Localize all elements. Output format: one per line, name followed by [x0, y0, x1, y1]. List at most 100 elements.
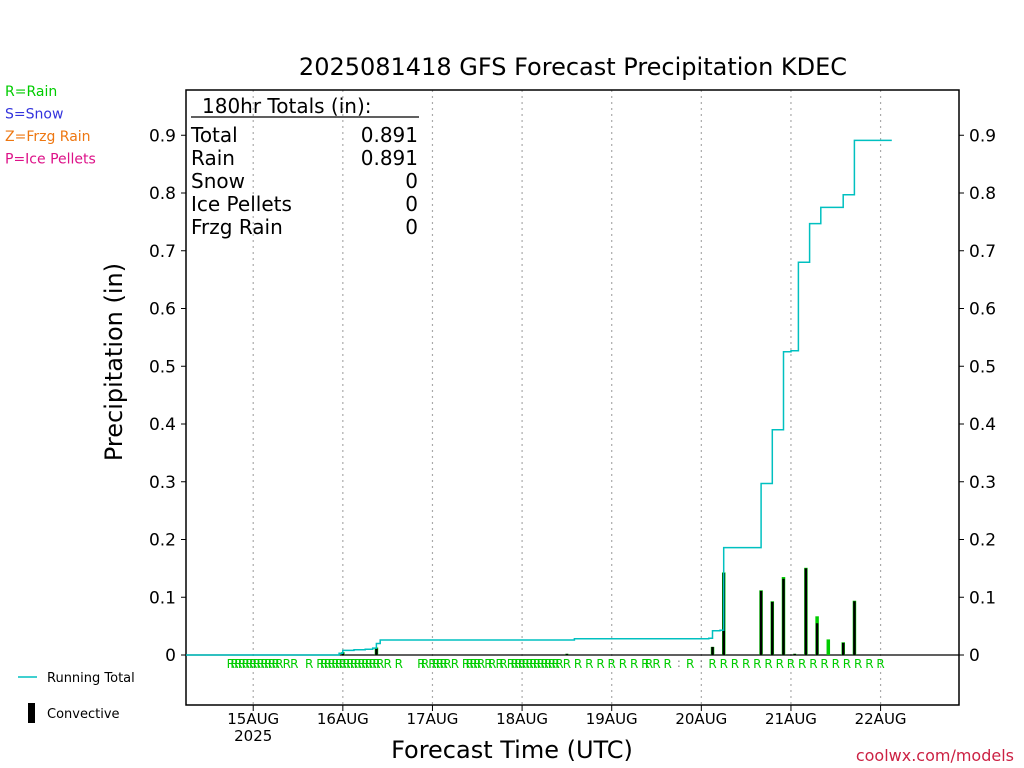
rain-type-marker: R	[619, 657, 627, 671]
x-tick-label: 22AUG	[855, 710, 907, 728]
totals-row-label: Snow	[191, 169, 245, 193]
rain-type-marker: R	[809, 657, 817, 671]
rain-type-marker: R	[245, 657, 253, 671]
rain-type-marker: R	[608, 657, 616, 671]
convective-bar	[771, 601, 774, 655]
rain-type-marker: R	[529, 657, 537, 671]
y-tick-label-right: 0.3	[969, 473, 996, 493]
rain-type-marker: R	[469, 657, 477, 671]
rain-type-marker: R	[499, 657, 507, 671]
convective-bar	[711, 646, 714, 655]
y-tick-label-left: 0.6	[149, 300, 176, 320]
rain-type-marker: R	[753, 657, 761, 671]
rain-type-marker: R	[645, 657, 653, 671]
rain-type-marker: R	[253, 657, 261, 671]
rain-type-marker: R	[507, 657, 515, 671]
rain-type-marker: R	[544, 657, 552, 671]
rain-type-marker: R	[320, 657, 328, 671]
rain-type-marker: R	[514, 657, 522, 671]
totals-row-value: 0	[405, 215, 418, 239]
y-tick-label-right: 0.9	[969, 126, 996, 146]
rain-type-marker: R	[417, 657, 425, 671]
precipitation-bars	[341, 567, 857, 655]
rain-type-marker: R	[466, 657, 474, 671]
y-tick-label-right: 0.7	[969, 242, 996, 262]
y-tick-label-left: 0.1	[149, 588, 176, 608]
totals-row-value: 0	[405, 192, 418, 216]
rain-type-marker: R	[369, 657, 377, 671]
plot-frame	[185, 89, 960, 706]
rain-type-marker: R	[238, 657, 246, 671]
convective-bar	[853, 601, 856, 655]
rain-type-marker: R	[432, 657, 440, 671]
totals-box: 180hr Totals (in): Total 0.891 Rain 0.891 Sn…	[190, 94, 419, 239]
trace-marker: :	[677, 656, 681, 670]
convective-bar	[793, 653, 796, 655]
rain-type-marker: R	[664, 657, 672, 671]
rain-type-marker: R	[439, 657, 447, 671]
rain-type-marker: R	[290, 657, 298, 671]
x-tick-label: 16AUG	[317, 710, 369, 728]
rain-bar	[826, 639, 831, 655]
rain-type-marker: R	[350, 657, 358, 671]
rain-type-marker: R	[324, 657, 332, 671]
rain-type-marker: R	[473, 657, 481, 671]
rain-type-marker: R	[865, 657, 873, 671]
convective-bar	[815, 623, 819, 655]
rain-type-marker: R	[443, 657, 451, 671]
y-axis-label: Precipitation (in)	[100, 263, 128, 461]
rain-type-marker: R	[843, 657, 851, 671]
rain-type-marker: R	[652, 657, 660, 671]
convective-bar	[841, 642, 845, 655]
rain-type-marker: R	[335, 657, 343, 671]
totals-row-value: 0	[405, 169, 418, 193]
rain-type-marker: R	[372, 657, 380, 671]
precip-type-legend-entry: Z=Frzg Rain	[5, 129, 91, 145]
rain-type-marker: R	[346, 657, 354, 671]
x-tick-label: 17AUG	[406, 710, 458, 728]
rain-type-marker: R	[731, 657, 739, 671]
rain-type-marker: R	[227, 657, 235, 671]
rain-type-marker: R	[395, 657, 403, 671]
rain-type-marker: R	[585, 657, 593, 671]
rain-type-marker: R	[365, 657, 373, 671]
rain-type-marker: R	[260, 657, 268, 671]
rain-type-marker: R	[361, 657, 369, 671]
rain-type-marker: R	[574, 657, 582, 671]
convective-bar	[375, 648, 378, 655]
convective-legend-swatch	[28, 703, 35, 723]
rain-type-marker: R	[271, 657, 279, 671]
rain-type-marker: R	[421, 657, 429, 671]
x-tick-label: 21AUG	[765, 710, 817, 728]
convective-bar	[804, 568, 808, 655]
watermark: coolwx.com/models	[856, 746, 1014, 765]
rain-type-marker: R	[787, 657, 795, 671]
rain-type-marker: R	[376, 657, 384, 671]
rain-type-marker: R	[563, 657, 571, 671]
rain-type-marker: R	[876, 657, 884, 671]
rain-type-marker: R	[641, 657, 649, 671]
rain-type-marker: R	[820, 657, 828, 671]
rain-type-marker: R	[484, 657, 492, 671]
y-tick-label-right: 0.5	[969, 357, 996, 377]
type-legend: R=Rain S=Snow Z=Frzg Rain P=Ice Pellets	[5, 84, 96, 168]
rain-type-marker: R	[342, 657, 350, 671]
rain-type-marker: R	[268, 657, 276, 671]
rain-type-marker: R	[242, 657, 250, 671]
rain-type-marker: R	[533, 657, 541, 671]
rain-type-marker: R	[428, 657, 436, 671]
y-tick-label-right: 0.6	[969, 300, 996, 320]
rain-type-marker: R	[331, 657, 339, 671]
totals-row-label: Ice Pellets	[191, 192, 292, 216]
chart-title: 2025081418 GFS Forecast Precipitation KD…	[299, 53, 847, 81]
trace-marker: :	[699, 656, 703, 670]
rain-type-marker: R	[496, 657, 504, 671]
rain-type-marker: R	[257, 657, 265, 671]
y-tick-label-left: 0.3	[149, 473, 176, 493]
rain-type-marker: R	[764, 657, 772, 671]
x-tick-label: 15AUG	[227, 710, 279, 728]
rain-type-marker: R	[708, 657, 716, 671]
